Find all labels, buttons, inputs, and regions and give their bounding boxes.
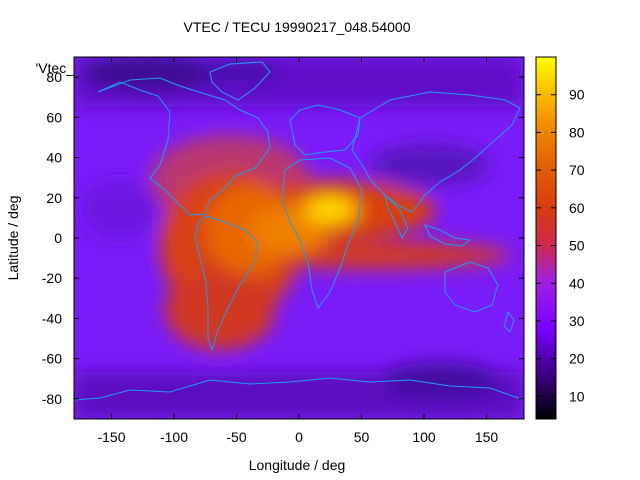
- coastlines: [74, 61, 524, 401]
- x-tick-label: -150: [97, 429, 125, 445]
- y-tick-label: 60: [46, 109, 62, 125]
- x-tick-label: -100: [160, 429, 188, 445]
- x-tick-label: 100: [412, 429, 436, 445]
- y-tick-label: -20: [42, 270, 62, 286]
- colorbar-tick-label: 90: [569, 87, 585, 103]
- colorbar-tick-label: 60: [569, 200, 585, 216]
- colorbar-tick-label: 40: [569, 275, 585, 291]
- y-tick-label: 40: [46, 150, 62, 166]
- colorbar-ticks: 10 20 30 40 50 60 70 80 90: [536, 87, 585, 404]
- x-tick-label: -50: [226, 429, 246, 445]
- colorbar-tick-label: 10: [569, 388, 585, 404]
- x-tick-label: 150: [475, 429, 499, 445]
- x-axis-label: Longitude / deg: [249, 457, 346, 473]
- colorbar: [535, 56, 557, 420]
- colorbar-tick-label: 50: [569, 238, 585, 254]
- colorbar-tick-label: 30: [569, 313, 585, 329]
- chart-title: VTEC / TECU 19990217_048.54000: [183, 19, 410, 35]
- y-tick-label: -40: [42, 310, 62, 326]
- key-label: 'Vtec_: [36, 60, 75, 76]
- colorbar-tick-label: 80: [569, 124, 585, 140]
- y-tick-label: -80: [42, 391, 62, 407]
- x-axis: -150 -100 -50 0 50 100 150: [97, 57, 498, 445]
- x-tick-label: 50: [354, 429, 370, 445]
- y-axis-label: Latitude / deg: [5, 196, 21, 281]
- colorbar-tick-label: 20: [569, 351, 585, 367]
- x-tick-label: 0: [295, 429, 303, 445]
- y-tick-label: 80: [46, 69, 62, 85]
- y-axis: -80 -60 -40 -20 0 20 40 60 80: [42, 69, 524, 407]
- y-tick-label: 20: [46, 190, 62, 206]
- heatmap-plot: [74, 57, 524, 419]
- y-tick-label: -60: [42, 351, 62, 367]
- colorbar-tick-label: 70: [569, 162, 585, 178]
- y-tick-label: 0: [54, 230, 62, 246]
